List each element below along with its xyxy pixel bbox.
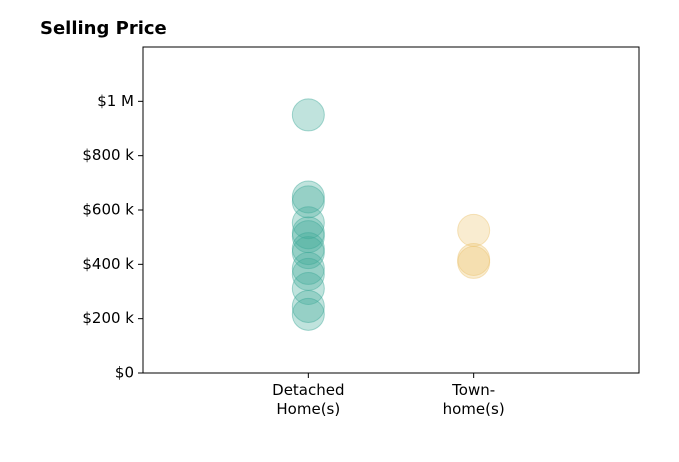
- point: [457, 245, 491, 279]
- point: [291, 232, 325, 266]
- chart-title: Selling Price: [40, 18, 167, 39]
- y-tick-label: $400 k: [82, 255, 134, 273]
- point: [291, 220, 325, 254]
- point: [457, 213, 491, 247]
- point: [291, 206, 325, 240]
- point: [291, 216, 325, 250]
- point: [291, 289, 325, 323]
- point: [291, 272, 325, 306]
- point: [457, 242, 491, 276]
- point: [291, 251, 325, 285]
- plot-frame: [142, 46, 640, 374]
- point: [291, 297, 325, 331]
- y-tick-label: $1 M: [97, 92, 134, 110]
- point: [291, 236, 325, 270]
- x-tick-label: Town- home(s): [442, 381, 505, 418]
- point: [291, 257, 325, 291]
- x-tick-label: Detached Home(s): [272, 381, 345, 418]
- y-tick-label: $0: [115, 364, 134, 382]
- y-tick-label: $800 k: [82, 146, 134, 164]
- point: [291, 98, 325, 132]
- point: [291, 185, 325, 219]
- point: [291, 180, 325, 214]
- y-tick-label: $600 k: [82, 201, 134, 219]
- y-tick-label: $200 k: [82, 309, 134, 327]
